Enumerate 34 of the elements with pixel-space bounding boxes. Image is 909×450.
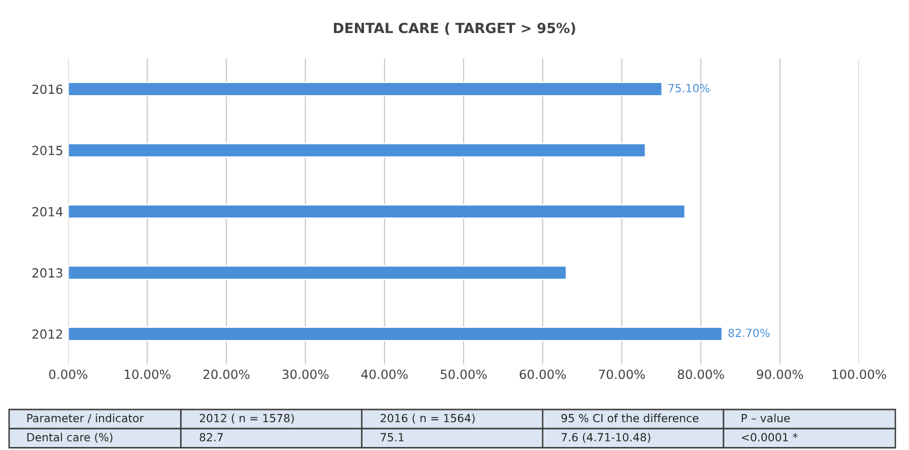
text: 75.1 (380, 433, 404, 442)
x-tick-label: 10.00% (124, 370, 170, 380)
text: Dental care (%) (27, 432, 112, 443)
text: <0.0001 * (742, 433, 798, 442)
bar (68, 326, 723, 342)
chart-title: DENTAL CARE ( TARGET > 95%) (334, 22, 576, 35)
text: Parameter / indicator (27, 414, 144, 424)
x-tick-label: 40.00% (361, 370, 408, 380)
x-tick-label: 70.00% (598, 370, 645, 380)
y-tick-label: 2016 (32, 84, 63, 94)
x-tick-label: 80.00% (678, 370, 724, 380)
text: P – value (742, 414, 790, 422)
x-tick-label: 100.00% (832, 370, 886, 380)
x-tick-label: 30.00% (282, 370, 329, 380)
x-tick-label: 60.00% (520, 370, 566, 380)
x-tick-label: 0.00% (49, 370, 88, 380)
data-label: 75.10% (668, 84, 710, 92)
y-tick-label: 2012 (32, 329, 62, 339)
y-tick-label: 2014 (32, 206, 63, 216)
text: 95 % CI of the difference (561, 414, 698, 422)
y-tick-label: 2015 (32, 146, 62, 156)
text: 2016 ( n = 1564) (380, 414, 475, 424)
x-tick-label: 50.00% (440, 370, 487, 380)
text: 2012 ( n = 1578) (200, 414, 294, 424)
text: 7.6 (4.71-10.48) (562, 432, 650, 443)
bar (68, 265, 568, 280)
x-tick-label: 90.00% (756, 370, 804, 380)
bar (68, 142, 646, 158)
y-tick-label: 2013 (32, 268, 62, 278)
x-tick-label: 20.00% (203, 370, 250, 380)
bar (68, 82, 663, 97)
bar (68, 204, 686, 219)
data-label: 82.70% (728, 328, 770, 338)
text: 82.7 (200, 433, 223, 442)
